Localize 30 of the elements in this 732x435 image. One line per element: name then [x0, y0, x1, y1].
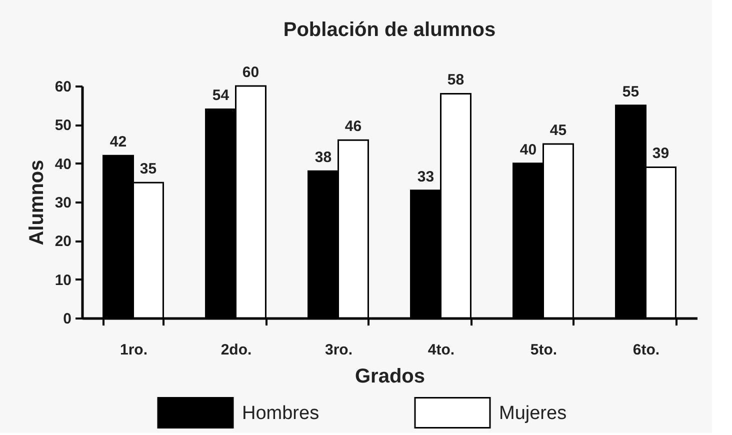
legend-label: Mujeres	[499, 402, 567, 424]
x-tick-label: 6to.	[632, 342, 660, 358]
data-label: 38	[314, 149, 332, 166]
data-label: 39	[652, 145, 670, 162]
data-label: 58	[447, 72, 464, 89]
data-label: 42	[110, 134, 127, 151]
data-label: 60	[242, 64, 260, 81]
data-label: 33	[417, 168, 434, 186]
x-tick-label: 3ro.	[324, 342, 353, 358]
data-label: 40	[520, 141, 537, 158]
y-tick-label: 30	[54, 194, 72, 212]
x-tick-label: 1ro.	[120, 342, 148, 358]
data-label: 35	[140, 160, 157, 178]
y-tick-label: 10	[54, 272, 72, 289]
y-tick-label: 0	[63, 310, 72, 328]
legend-label: Hombres	[242, 402, 320, 424]
data-label: 45	[550, 122, 567, 139]
data-label: 54	[212, 87, 230, 104]
chart-title: Población de alumnos	[283, 19, 496, 41]
x-axis-title: Grados	[354, 366, 426, 388]
y-axis-title: Alumnos	[26, 160, 48, 246]
x-tick-label: 2do.	[220, 342, 252, 358]
x-tick-label: 4to.	[428, 342, 455, 358]
y-tick-label: 40	[54, 156, 72, 173]
data-label: 55	[622, 83, 640, 100]
y-tick-label: 20	[54, 233, 72, 250]
data-label: 46	[344, 118, 362, 136]
x-tick-label: 5to.	[530, 342, 558, 358]
y-tick-label: 60	[54, 78, 72, 96]
y-tick-label: 50	[54, 117, 72, 134]
